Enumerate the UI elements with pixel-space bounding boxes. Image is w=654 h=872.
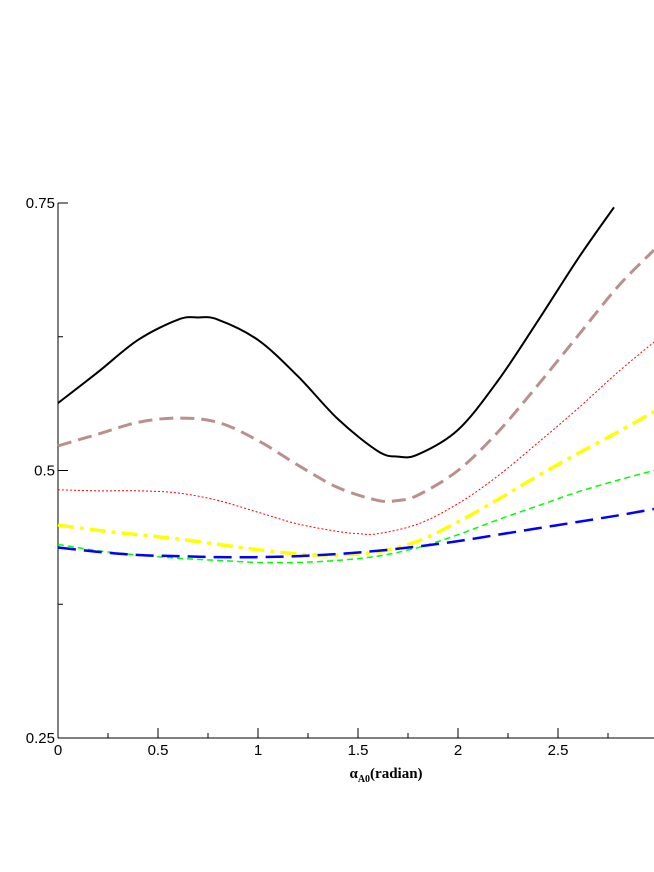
x-tick-label: 1.5 — [348, 742, 369, 759]
tick-labels: 0 0.5 1 1.5 2 2.5 0.25 0.5 0.75 — [26, 195, 569, 759]
x-tick-label: 0 — [54, 742, 62, 759]
y-tick-label: 0.25 — [26, 730, 55, 747]
x-axis-title-subscript: A0 — [358, 774, 370, 785]
x-tick-label: 1 — [254, 742, 262, 759]
x-tick-label: 2.5 — [548, 742, 569, 759]
x-tick-label: 2 — [454, 742, 462, 759]
axes — [57, 203, 654, 739]
series-line-4 — [57, 410, 654, 558]
y-tick-label: 0.5 — [34, 463, 55, 480]
x-axis-title-symbol: α — [349, 766, 358, 782]
series-lines — [57, 206, 654, 564]
x-axis-title: αA0(radian) — [349, 766, 422, 785]
series-line-6 — [57, 507, 654, 559]
x-axis-title-suffix: (radian) — [370, 766, 423, 782]
series-line-5 — [57, 469, 654, 564]
series-line-3 — [57, 341, 654, 535]
series-line-1 — [57, 206, 615, 459]
y-tick-label: 0.75 — [26, 195, 55, 212]
x-tick-label: 0.5 — [148, 742, 169, 759]
series-line-2 — [57, 249, 654, 504]
tick-marks — [57, 202, 609, 739]
